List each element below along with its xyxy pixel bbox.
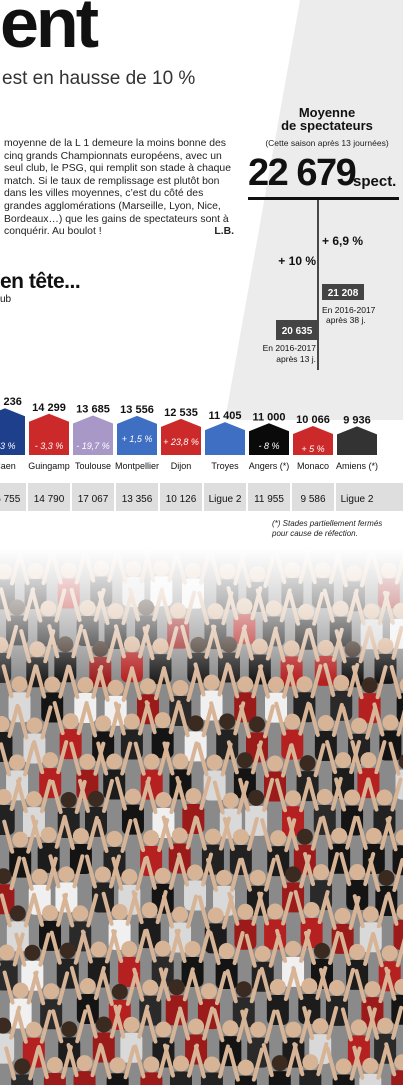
crowd-photo [0,548,403,1085]
bar-partial-season [276,320,318,340]
background-wedge [225,0,403,420]
bar-full-note2: après 38 j. [326,315,366,325]
bar-full-season [322,284,364,300]
bar-partial-note2: après 13 j. [276,354,316,364]
bar-toulouse [73,415,113,455]
previous-value-label: 10 126 [166,494,197,505]
average-baseline-rule [248,197,399,200]
change-label: + 23,8 % [163,437,199,447]
previous-value-label: 11 955 [254,494,284,505]
team-label: Monaco [297,461,329,471]
bar-monaco [293,425,333,455]
previous-value-label: 16 755 [0,494,21,505]
average-unit: spect. [353,173,397,190]
average-note: (Cette saison après 13 journées) [265,138,389,148]
headline: ent [0,0,99,62]
previous-value-label: 17 067 [78,494,109,505]
bar-full-note1: En 2016-2017 [322,305,376,315]
author-signature: L.B. [214,226,234,238]
previous-value-label: 14 790 [34,494,65,505]
value-label: 12 535 [164,407,198,419]
change-label: - 3,3 % [35,441,64,451]
team-label: Guingamp [28,461,70,471]
average-comparison-chart: + 10 % + 6,9 % 21 208 En 2016-2017 après… [263,200,376,370]
section-title: en tête... [0,270,81,293]
article-body: moyenne de la L 1 demeure la moins bonne… [4,138,234,239]
chart-footnote: (*) Stades partiellement fermés pour cau… [272,519,383,538]
change-label: - 3 % [0,441,16,451]
bar-montpellier [117,415,157,455]
team-label: Dijon [171,461,192,471]
team-label: Angers (*) [249,461,290,471]
average-title-line2: de spectateurs [281,118,373,133]
change-label: + 1,5 % [122,434,153,444]
bar-full-value: 21 208 [328,288,359,299]
change-partial-label: + 6,9 % [322,234,363,248]
bar-partial-value: 20 635 [282,326,313,337]
average-value: 22 679 [248,152,357,194]
team-label: Montpellier [115,461,159,471]
value-label: 13 685 [76,404,110,416]
article-body-text: moyenne de la L 1 demeure la moins bonne… [4,138,231,238]
section-subtitle: ub [0,294,12,305]
value-label: 14 299 [32,402,66,414]
team-label: Caen [0,461,16,471]
bar-caen [0,408,25,455]
bar-guingamp [29,413,69,455]
previous-value-label: 9 586 [300,494,325,505]
average-title: Moyenne de spectateurs [257,106,397,132]
bar-amiens [337,426,377,455]
change-label: - 8 % [258,441,279,451]
average-title-line1: Moyenne [298,105,356,120]
club-attendance-chart: 16 236 - 3 % Caen 16 755 14 299 - 3,3 % Guinga… [0,396,403,511]
team-label: Toulouse [75,461,111,471]
value-label: 13 556 [120,404,154,416]
subheadline: est en hausse de 10 % [2,68,196,89]
value-label: 9 936 [343,414,371,426]
value-label: 10 066 [296,414,330,426]
previous-value-label: Ligue 2 [209,494,242,505]
team-label: Amiens (*) [336,461,378,471]
team-label: Troyes [211,461,239,471]
value-label: 16 236 [0,396,22,408]
bar-partial-note1: En 2016-2017 [263,343,317,353]
change-total-label: + 10 % [278,254,316,268]
bar-dijon [161,418,201,455]
change-label: + 5 % [301,444,324,454]
previous-value-label: 13 356 [122,494,153,505]
bar-angers [249,423,289,455]
value-label: 11 405 [208,410,241,422]
change-label: - 19,7 % [76,441,110,451]
previous-value-label: Ligue 2 [341,494,374,505]
value-label: 11 000 [252,411,285,423]
bar-troyes [205,422,245,455]
photo-fade [0,548,403,1085]
